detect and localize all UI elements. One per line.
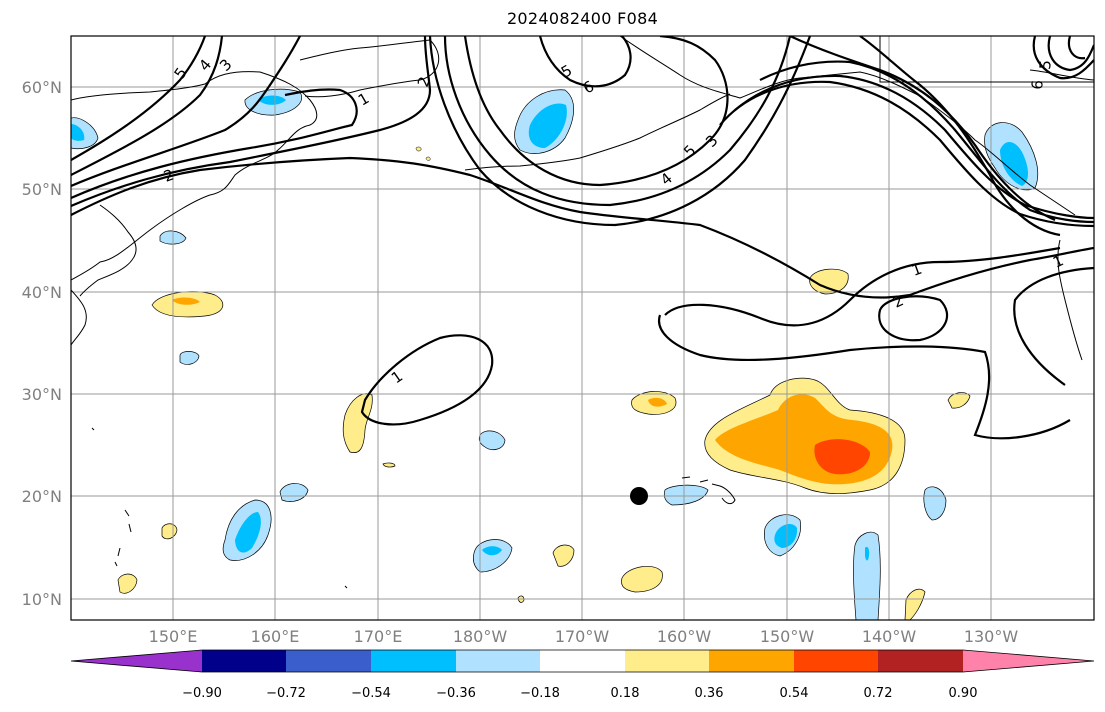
map-frame: [70, 35, 1095, 621]
colorbar-tick-labels: −0.90 −0.72 −0.54 −0.36 −0.18 0.18 0.36 …: [182, 686, 977, 701]
lat-label: 40°N: [22, 283, 62, 302]
colorbar-tick-label: 0.90: [949, 686, 978, 701]
colorbar-segment: [540, 650, 625, 672]
lon-label: 160°E: [251, 627, 300, 646]
lat-label: 60°N: [22, 78, 62, 97]
colorbar-segment: [371, 650, 456, 672]
alaska-coast: [619, 36, 1076, 216]
colorbar-tick-label: 0.72: [864, 686, 893, 701]
lat-label: 20°N: [22, 487, 62, 506]
colorbar-tick-label: −0.36: [436, 686, 476, 701]
colorbar: −0.90 −0.72 −0.54 −0.36 −0.18 0.18 0.36 …: [70, 649, 1095, 701]
storm-center-marker[interactable]: [630, 487, 648, 505]
contour-label: 1: [355, 89, 372, 109]
colorbar-segment: [625, 650, 709, 672]
lon-label: 150°E: [149, 627, 198, 646]
lat-label: 10°N: [22, 590, 62, 609]
colorbar-extend-min: [71, 650, 202, 672]
contour-label: 4: [657, 169, 676, 189]
positive-anomaly-43n: [809, 268, 849, 295]
colorbar-segment: [878, 650, 963, 672]
colorbar-segment: [286, 650, 371, 672]
longitude-labels: 150°E 160°E 170°E 180°W 170°W 160°W 150°…: [149, 627, 1019, 646]
colorbar-segment: [456, 650, 540, 672]
positive-anomaly-red: [814, 439, 870, 475]
colorbar-tick-label: 0.54: [780, 686, 809, 701]
coastlines: [71, 36, 1094, 589]
colorbar-tick-label: 0.18: [611, 686, 640, 701]
lon-label: 150°W: [760, 627, 815, 646]
na-west-coast: [1057, 239, 1083, 361]
contour-label: 6: [1028, 79, 1047, 90]
lon-label: 170°W: [555, 627, 610, 646]
contour-label: 3: [702, 131, 721, 150]
hawaii: [681, 476, 736, 505]
colorbar-tick-label: 0.36: [695, 686, 724, 701]
colorbar-segment: [202, 650, 286, 672]
contour-label: 5: [171, 64, 191, 82]
contour-label: 2: [890, 291, 906, 311]
colorbar-tick-label: −0.18: [520, 686, 560, 701]
lat-label: 50°N: [22, 180, 62, 199]
colorbar-outline: [70, 649, 1095, 673]
contour-label: 5: [1036, 59, 1055, 70]
lon-label: 130°W: [964, 627, 1019, 646]
colorbar-segment: [794, 650, 878, 672]
lon-label: 160°W: [657, 627, 712, 646]
lon-label: 170°E: [354, 627, 403, 646]
kamchatka-coast: [299, 39, 440, 98]
asia-coast: [71, 71, 318, 281]
contour-label: 3: [216, 55, 235, 74]
colorbar-tick-label: −0.90: [182, 686, 222, 701]
lat-label: 30°N: [22, 385, 62, 404]
contours: [71, 36, 1094, 440]
colorbar-extend-max: [963, 650, 1094, 672]
shaded-anomalies: [71, 88, 1039, 620]
colorbar-segment: [709, 650, 794, 672]
lon-label: 140°W: [862, 627, 917, 646]
contour-label: 1: [388, 367, 406, 387]
lon-label: 180°W: [453, 627, 508, 646]
japan-coast: [79, 204, 137, 297]
graticule: [71, 36, 1094, 620]
aleutian-chain: [464, 93, 731, 171]
colorbar-tick-label: −0.72: [266, 686, 306, 701]
latitude-labels: 60°N 50°N 40°N 30°N 20°N 10°N: [22, 78, 62, 609]
colorbar-tick-label: −0.54: [351, 686, 391, 701]
contour-label: 5: [558, 61, 575, 81]
map-title: 2024082400 F084: [506, 9, 659, 28]
